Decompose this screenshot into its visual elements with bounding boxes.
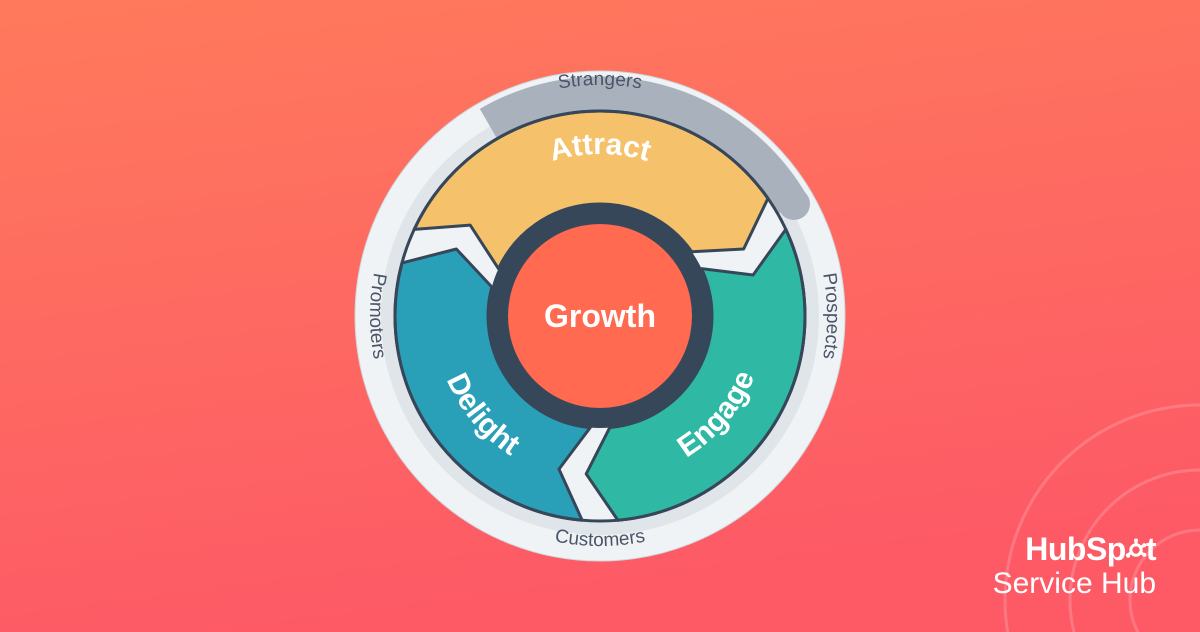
brand-wordmark: HubSp t <box>993 533 1156 567</box>
brand-pre: HubSp <box>1025 531 1126 567</box>
brand-logo: HubSp t Service Hub <box>993 533 1156 600</box>
brand-post: t <box>1146 531 1156 567</box>
center-label: Growth <box>544 298 656 334</box>
outer-ring-highlight-cap <box>778 188 810 220</box>
sprocket-icon <box>1124 533 1148 567</box>
infographic-canvas: StrangersProspectsCustomersPromotersAttr… <box>0 0 1200 632</box>
brand-subtitle: Service Hub <box>993 567 1156 600</box>
